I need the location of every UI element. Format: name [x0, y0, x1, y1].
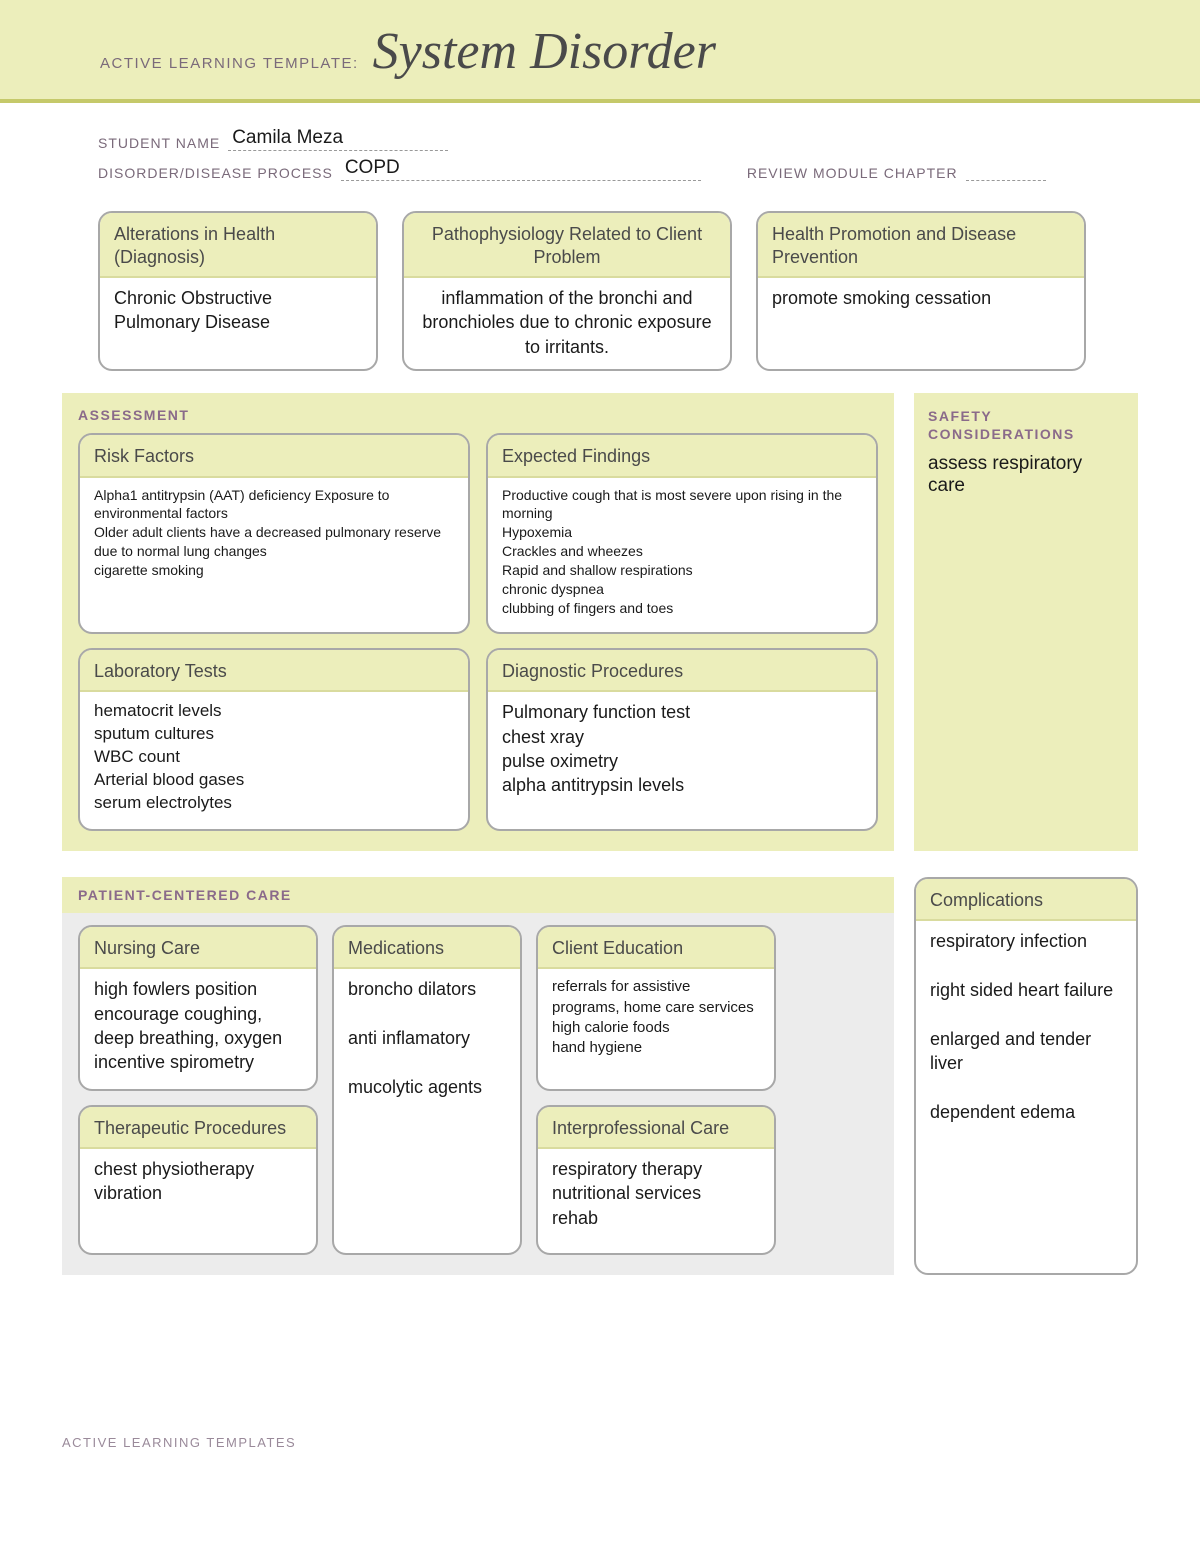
labs-title: Laboratory Tests	[80, 650, 468, 693]
banner-label: ACTIVE LEARNING TEMPLATE:	[100, 55, 359, 72]
nursing-card: Nursing Care high fowlers position encou…	[78, 925, 318, 1091]
nursing-title: Nursing Care	[80, 927, 316, 970]
educ-card: Client Education referrals for assistive…	[536, 925, 776, 1091]
disorder-label: DISORDER/DISEASE PROCESS	[98, 165, 333, 181]
meds-body: broncho dilators anti inflamatory mucoly…	[334, 969, 520, 1252]
educ-body: referrals for assistive programs, home c…	[538, 969, 774, 1088]
expected-card: Expected Findings Productive cough that …	[486, 433, 878, 634]
meds-title: Medications	[334, 927, 520, 970]
review-chapter-label: REVIEW MODULE CHAPTER	[747, 165, 958, 181]
alterations-card: Alterations in Health (Diagnosis) Chroni…	[98, 211, 378, 371]
student-name-label: STUDENT NAME	[98, 135, 220, 151]
expected-title: Expected Findings	[488, 435, 876, 478]
inter-card: Interprofessional Care respiratory thera…	[536, 1105, 776, 1255]
healthpromo-card: Health Promotion and Disease Prevention …	[756, 211, 1086, 371]
disorder-value: COPD	[341, 157, 701, 181]
expected-body: Productive cough that is most severe upo…	[488, 478, 876, 632]
therap-body: chest physiotherapy vibration	[80, 1149, 316, 1253]
student-name-row: STUDENT NAME Camila Meza	[98, 127, 1138, 151]
nursing-body: high fowlers position encourage coughing…	[80, 969, 316, 1088]
alterations-title: Alterations in Health (Diagnosis)	[100, 213, 376, 278]
patho-body: inflammation of the bronchi and bronchio…	[404, 278, 730, 371]
educ-title: Client Education	[538, 927, 774, 970]
inter-title: Interprofessional Care	[538, 1107, 774, 1150]
risk-body: Alpha1 antitrypsin (AAT) deficiency Expo…	[80, 478, 468, 632]
therap-title: Therapeutic Procedures	[80, 1107, 316, 1150]
assessment-section: ASSESSMENT Risk Factors Alpha1 antitryps…	[62, 393, 894, 851]
safety-body: assess respiratory care	[928, 453, 1124, 497]
banner-title: System Disorder	[373, 22, 716, 81]
assessment-label: ASSESSMENT	[78, 407, 878, 423]
risk-title: Risk Factors	[80, 435, 468, 478]
diag-body: Pulmonary function test chest xray pulse…	[488, 692, 876, 829]
diag-card: Diagnostic Procedures Pulmonary function…	[486, 648, 878, 831]
patho-title: Pathophysiology Related to Client Proble…	[404, 213, 730, 278]
healthpromo-body: promote smoking cessation	[758, 278, 1084, 369]
meds-card: Medications broncho dilators anti inflam…	[332, 925, 522, 1255]
healthpromo-title: Health Promotion and Disease Prevention	[758, 213, 1084, 278]
review-chapter-blank	[966, 163, 1046, 181]
complications-card: Complications respiratory infection righ…	[914, 877, 1138, 1275]
labs-body: hematocrit levels sputum cultures WBC co…	[80, 692, 468, 829]
disorder-row: DISORDER/DISEASE PROCESS COPD REVIEW MOD…	[98, 157, 1138, 181]
safety-section: SAFETY CONSIDERATIONS assess respiratory…	[914, 393, 1138, 851]
header-banner: ACTIVE LEARNING TEMPLATE: System Disorde…	[0, 0, 1200, 103]
labs-card: Laboratory Tests hematocrit levels sputu…	[78, 648, 470, 831]
inter-body: respiratory therapy nutritional services…	[538, 1149, 774, 1253]
alterations-body: Chronic Obstructive Pulmonary Disease	[100, 278, 376, 369]
complications-body: respiratory infection right sided heart …	[916, 921, 1136, 1272]
risk-card: Risk Factors Alpha1 antitrypsin (AAT) de…	[78, 433, 470, 634]
patho-card: Pathophysiology Related to Client Proble…	[402, 211, 732, 371]
student-name-value: Camila Meza	[228, 127, 448, 151]
pcc-section: PATIENT-CENTERED CARE Nursing Care high …	[62, 877, 894, 1275]
diag-title: Diagnostic Procedures	[488, 650, 876, 693]
complications-title: Complications	[916, 879, 1136, 922]
pcc-label: PATIENT-CENTERED CARE	[78, 887, 878, 903]
therap-card: Therapeutic Procedures chest physiothera…	[78, 1105, 318, 1255]
safety-label: SAFETY CONSIDERATIONS	[928, 407, 1124, 443]
footer-text: ACTIVE LEARNING TEMPLATES	[62, 1435, 1200, 1450]
